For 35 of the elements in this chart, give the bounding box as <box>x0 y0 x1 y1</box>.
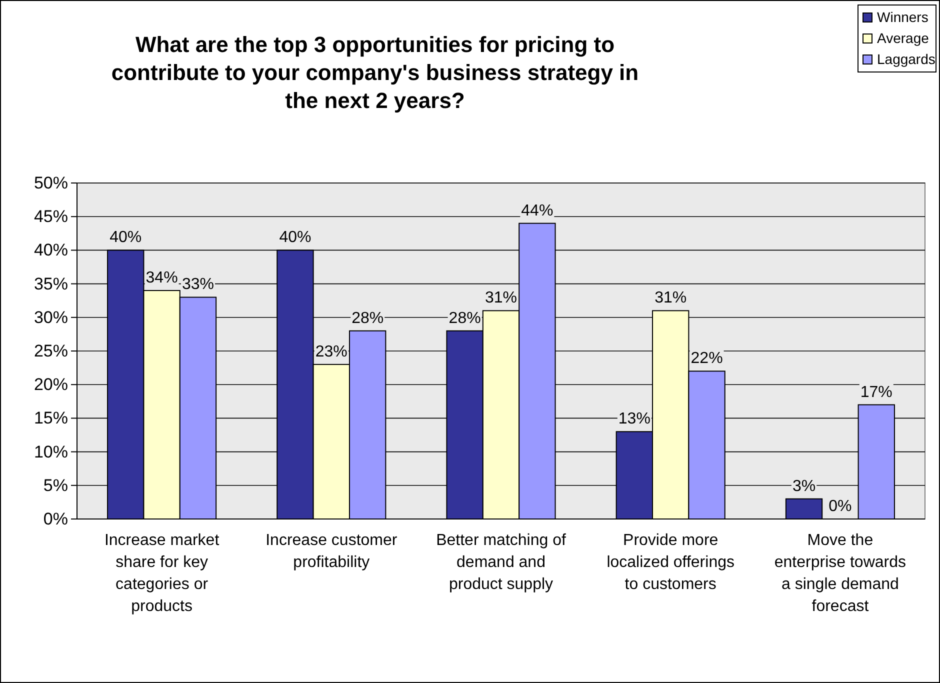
x-tick-label: Provide more localized offerings to customers <box>606 532 734 593</box>
legend-label: Laggards <box>877 51 936 67</box>
y-tick-label: 40% <box>34 240 68 260</box>
y-tick-label: 45% <box>34 207 68 226</box>
data-label: 13% <box>618 410 650 428</box>
data-label: 17% <box>860 384 892 401</box>
data-label: 33% <box>182 276 214 294</box>
x-tick-label: Move the enterprise towards a single demand forecast <box>774 532 906 615</box>
data-label: 0% <box>828 498 852 515</box>
y-tick-label: 20% <box>34 375 68 394</box>
data-label: 31% <box>654 290 687 307</box>
y-tick-label: 50% <box>34 173 68 192</box>
data-label: 23% <box>315 343 348 360</box>
legend-label: Average <box>877 30 930 46</box>
y-tick-label: 5% <box>43 476 68 495</box>
data-label: 3% <box>792 478 816 495</box>
y-tick-label: 30% <box>34 308 68 327</box>
data-label: 40% <box>279 229 312 246</box>
data-label: 40% <box>110 229 142 246</box>
y-tick-label: 10% <box>34 442 68 462</box>
y-tick-label: 25% <box>34 341 68 360</box>
x-tick-label: Better matching of demand and product supply <box>436 532 566 593</box>
data-label: 34% <box>146 270 178 287</box>
data-label: 28% <box>352 310 384 327</box>
y-tick-label: 0% <box>43 509 68 528</box>
x-tick-label: Increase market share for key categories or products <box>104 532 220 615</box>
data-label: 22% <box>690 350 723 368</box>
data-label: 44% <box>521 202 554 220</box>
y-tick-label: 35% <box>34 274 68 294</box>
legend-label: Winners <box>877 9 928 25</box>
x-tick-label: Increase customer profitability <box>266 532 398 571</box>
data-label: 31% <box>484 290 518 307</box>
chart-title: What are the top 3 opportunities for pricing to contribute to your company's business strategy in the next 2 years? <box>111 32 639 113</box>
data-label: 28% <box>448 310 481 327</box>
y-tick-label: 15% <box>34 408 68 428</box>
